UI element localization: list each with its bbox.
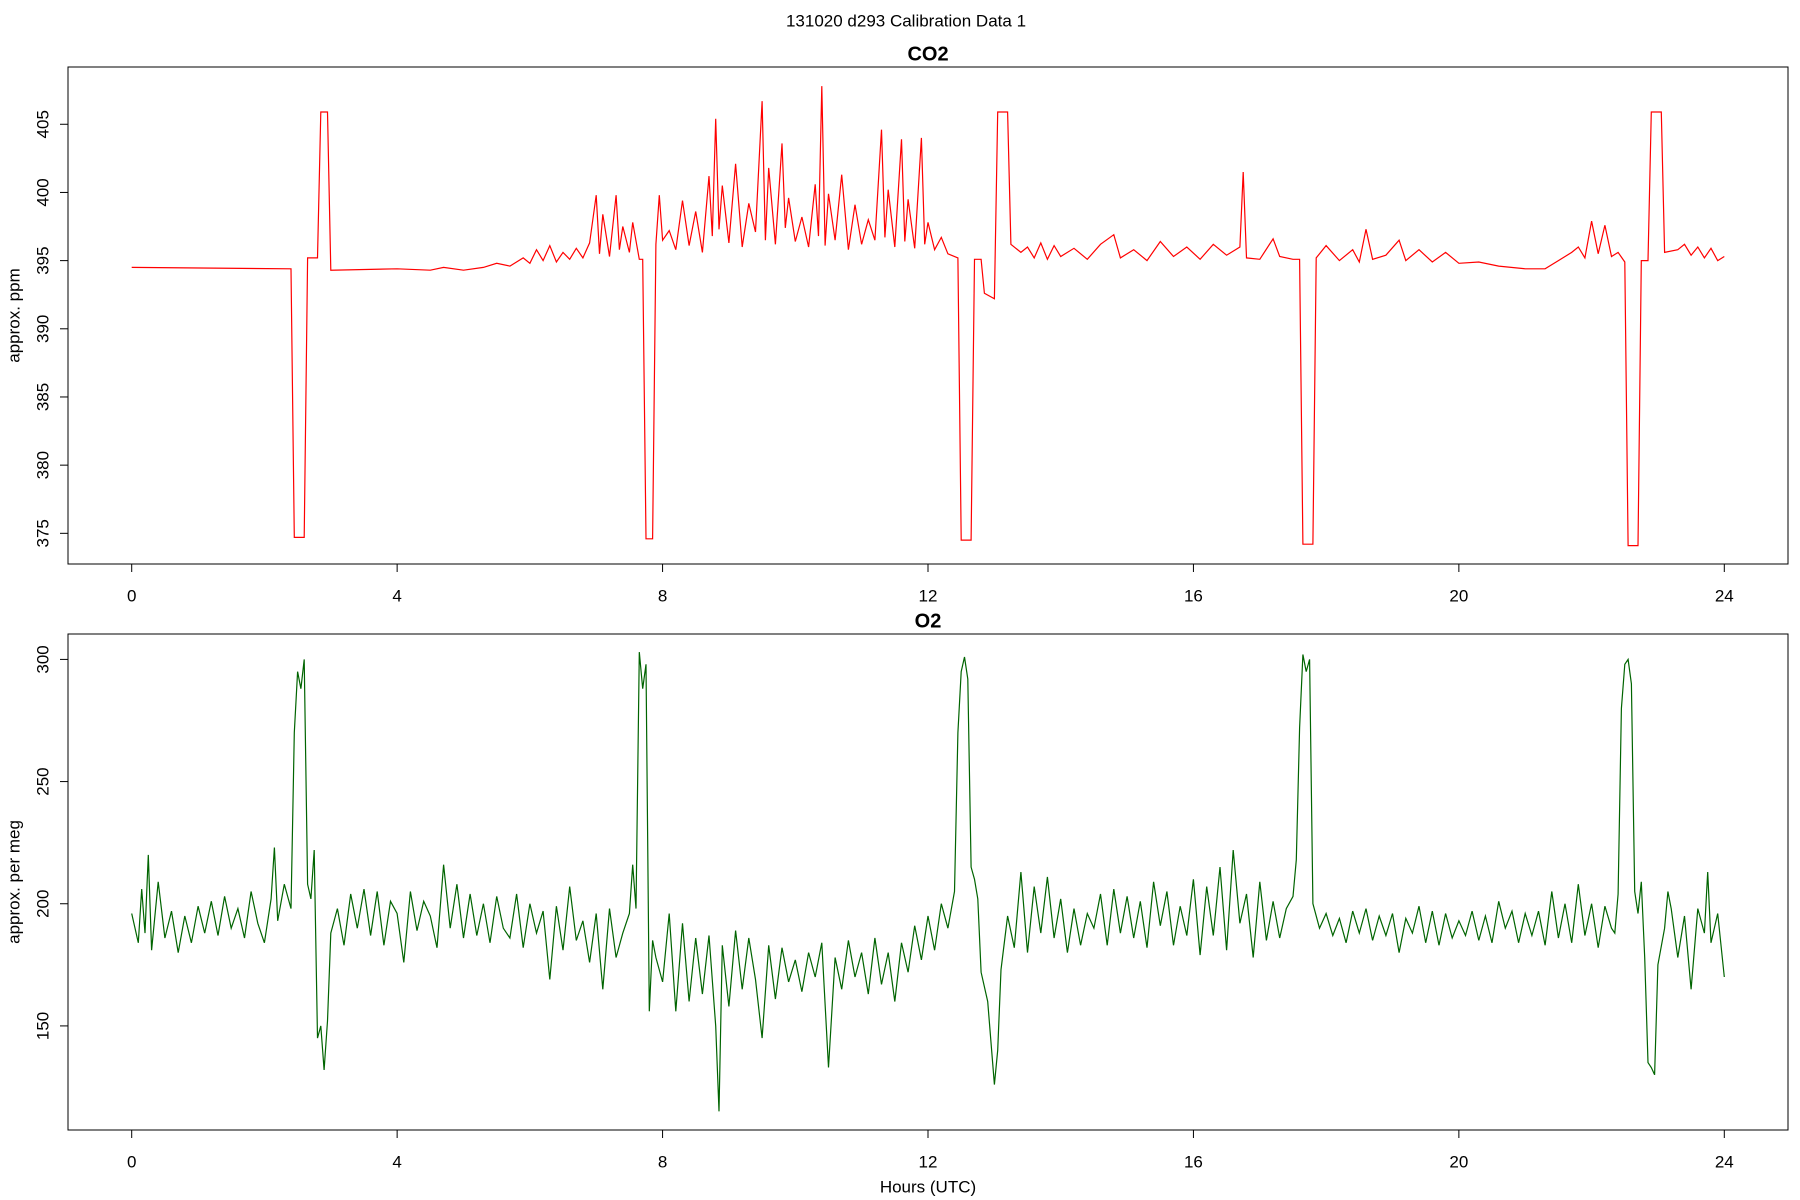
y-axis-label: approx. per meg: [4, 820, 23, 944]
y-tick-label: 395: [33, 246, 52, 274]
y-tick-label: 385: [33, 383, 52, 411]
x-tick-label: 8: [658, 586, 667, 605]
x-tick-label: 12: [919, 1152, 938, 1171]
y-tick-label: 200: [33, 890, 52, 918]
y-tick-label: 300: [33, 645, 52, 673]
x-tick-label: 4: [392, 1152, 401, 1171]
figure-title: 131020 d293 Calibration Data 1: [786, 11, 1026, 30]
y-tick-label: 150: [33, 1012, 52, 1040]
x-tick-label: 0: [127, 586, 136, 605]
x-tick-label: 8: [658, 1152, 667, 1171]
y-tick-label: 380: [33, 451, 52, 479]
x-tick-label: 24: [1715, 1152, 1734, 1171]
chart-title: CO2: [907, 43, 948, 65]
data-line: [131, 86, 1725, 547]
x-tick-label: 16: [1184, 1152, 1203, 1171]
x-tick-label: 16: [1184, 586, 1203, 605]
x-tick-label: 20: [1449, 586, 1468, 605]
chart-title: O2: [915, 610, 942, 632]
plot-box: [67, 66, 1789, 565]
y-tick-label: 375: [33, 519, 52, 547]
plot-box: [67, 633, 1789, 1131]
y-tick-label: 390: [33, 315, 52, 343]
x-tick-label: 0: [127, 1152, 136, 1171]
x-axis-label: Hours (UTC): [880, 1177, 976, 1196]
y-axis-label: approx. ppm: [4, 268, 23, 363]
x-tick-label: 24: [1715, 586, 1734, 605]
x-tick-label: 20: [1449, 1152, 1468, 1171]
y-tick-label: 250: [33, 767, 52, 795]
y-tick-label: 405: [33, 110, 52, 138]
x-tick-label: 4: [392, 586, 401, 605]
y-tick-label: 400: [33, 178, 52, 206]
x-tick-label: 12: [919, 586, 938, 605]
data-line: [131, 652, 1725, 1112]
